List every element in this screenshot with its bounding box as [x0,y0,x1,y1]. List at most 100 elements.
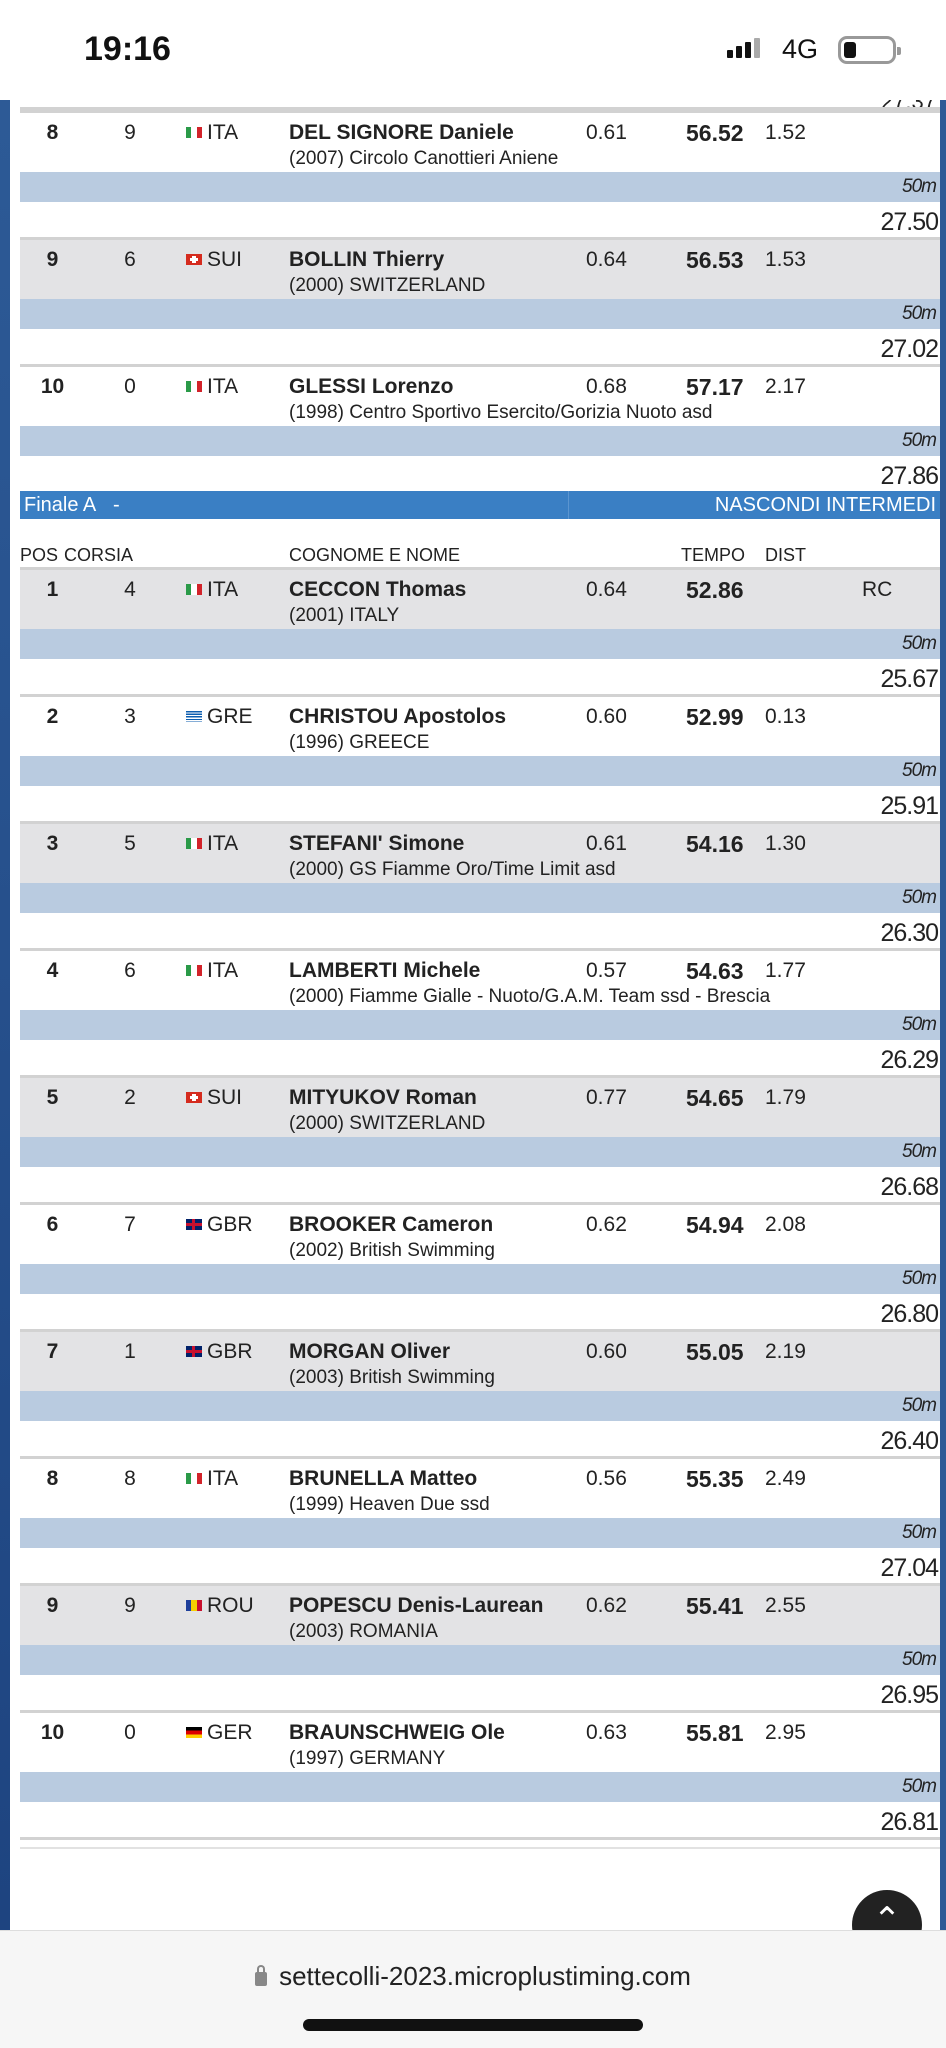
athlete-club: (2003) British Swimming [289,1367,495,1388]
table-row[interactable]: 8 8 ITA BRUNELLA Matteo (1999) Heaven Due ss… [20,1456,940,1583]
nation: GRE [207,705,253,728]
gap: 2.08 [765,1213,806,1236]
table-end [20,1837,940,1849]
nation: GBR [207,1213,253,1236]
status-bar: 19:16 4G [0,0,946,100]
athlete-name[interactable]: BROOKER Cameron [289,1213,494,1236]
athlete-name[interactable]: CHRISTOU Apostolos [289,705,507,728]
gap: 2.17 [765,375,806,398]
athlete-row: 9 9 ROU POPESCU Denis-Laurean (2003) ROMANIA… [20,1583,940,1645]
split-label: 50m [20,1391,940,1421]
athlete-name[interactable]: BRAUNSCHWEIG Ole [289,1721,505,1744]
athlete-name[interactable]: MORGAN Oliver [289,1340,451,1363]
position: 10 [40,375,65,398]
reaction-time: 0.57 [586,959,627,982]
nation: ITA [207,578,239,601]
athlete-row: 6 7 GBR BROOKER Cameron (2002) British Swimm… [20,1202,940,1264]
athlete-name[interactable]: STEFANI' Simone [289,832,465,855]
gap: 2.49 [765,1467,806,1490]
reaction-time: 0.60 [586,1340,627,1363]
gap: 1.52 [765,121,806,144]
position: 1 [46,578,59,601]
athlete-name[interactable]: CECCON Thomas [289,578,467,601]
athlete-name[interactable]: BRUNELLA Matteo [289,1467,478,1490]
hide-splits-button[interactable]: NASCONDI INTERMEDI [714,494,936,516]
athlete-name[interactable]: POPESCU Denis-Laurean [289,1594,544,1617]
table-row[interactable]: 10 0 GER BRAUNSCHWEIG Ole (1997) GERMANY 0.63… [20,1710,940,1837]
reaction-time: 0.62 [586,1213,627,1236]
position: 5 [46,1086,59,1109]
table-row[interactable]: 8 9 ITA DEL SIGNORE Daniele (2007) Circolo C… [20,110,940,237]
reaction-time: 0.77 [586,1086,627,1109]
battery-icon [838,36,901,64]
final-time: 52.99 [686,704,744,730]
final-header: Finale A - NASCONDI INTERMEDI [20,491,940,519]
split-time: 26.81 [880,1808,939,1836]
athlete-club: (1998) Centro Sportivo Esercito/Gorizia … [289,402,713,423]
split-time: 27.04 [880,1554,939,1582]
flag-ita-icon [186,838,202,849]
table-row[interactable]: 9 9 ROU POPESCU Denis-Laurean (2003) ROMANIA… [20,1583,940,1710]
split-time: 27.86 [880,462,939,490]
athlete-name[interactable]: MITYUKOV Roman [289,1086,477,1109]
lane: 9 [124,121,136,144]
header-divider [568,491,569,519]
athlete-club: (1997) GERMANY [289,1748,446,1769]
athlete-row: 8 8 ITA BRUNELLA Matteo (1999) Heaven Due ss… [20,1456,940,1518]
col-lane: CORSIA [64,545,134,565]
athlete-row: 3 5 ITA STEFANI' Simone (2000) GS Fiamme Oro… [20,821,940,883]
lane: 2 [124,1086,136,1109]
flag-ita-icon [186,584,202,595]
table-row[interactable]: 10 0 ITA GLESSI Lorenzo (1998) Centro Sporti… [20,364,940,491]
semifinal-rows: 8 9 ITA DEL SIGNORE Daniele (2007) Circolo C… [20,110,940,491]
flag-sui-icon [186,1092,202,1103]
table-row[interactable]: 3 5 ITA STEFANI' Simone (2000) GS Fiamme Oro… [20,821,940,948]
split-time: 26.68 [880,1173,939,1201]
table-row[interactable]: 2 3 GRE CHRISTOU Apostolos (1996) GREECE 0.60… [20,694,940,821]
table-row[interactable]: 4 6 ITA LAMBERTI Michele (2000) Fiamme Giall… [20,948,940,1075]
split-label: 50m [20,426,940,456]
flag-ita-icon [186,381,202,392]
split-time: 26.40 [880,1427,939,1455]
browser-bar: settecolli-2023.microplustiming.com [0,1930,946,2048]
athlete-row: 4 6 ITA LAMBERTI Michele (2000) Fiamme Giall… [20,948,940,1010]
athlete-name[interactable]: LAMBERTI Michele [289,959,481,982]
split-label: 50m [20,299,940,329]
athlete-club: (2007) Circolo Canottieri Aniene [289,148,559,169]
final-time: 54.94 [686,1212,744,1238]
nation: GER [207,1721,253,1744]
nation: SUI [207,248,243,271]
position: 4 [46,959,59,982]
flag-gbr-icon [186,1346,202,1357]
col-time: TEMPO [681,545,746,565]
table-row[interactable]: 5 2 SUI MITYUKOV Roman (2000) SWITZERLAND 0.7… [20,1075,940,1202]
col-dist: DIST [765,545,807,565]
athlete-club: (2002) British Swimming [289,1240,495,1261]
athlete-name[interactable]: BOLLIN Thierry [289,248,445,271]
lane: 6 [124,959,136,982]
page-background-right [940,100,946,1930]
reaction-time: 0.61 [586,832,627,855]
split-time: 26.29 [880,1046,939,1074]
table-row[interactable]: 9 6 SUI BOLLIN Thierry (2000) SWITZERLAND 0.6… [20,237,940,364]
split-label: 50m [20,1518,940,1548]
reaction-time: 0.61 [586,121,627,144]
position: 3 [46,832,59,855]
athlete-row: 2 3 GRE CHRISTOU Apostolos (1996) GREECE 0.60… [20,694,940,756]
table-row[interactable]: 6 7 GBR BROOKER Cameron (2002) British Swimm… [20,1202,940,1329]
nation: ITA [207,121,239,144]
position: 10 [40,1721,65,1744]
gap: 1.79 [765,1086,806,1109]
split-time: 26.95 [880,1681,939,1709]
table-row[interactable]: 7 1 GBR MORGAN Oliver (2003) British Swimmin… [20,1329,940,1456]
athlete-name[interactable]: GLESSI Lorenzo [289,375,454,398]
table-row[interactable]: 1 4 ITA CECCON Thomas (2001) ITALY 0.64 52.86 R… [20,567,940,694]
split-time: 25.91 [880,792,939,820]
flag-ger-icon [186,1727,202,1738]
address-bar[interactable]: settecolli-2023.microplustiming.com [0,1961,946,1992]
flag-gre-icon [186,711,202,722]
athlete-name[interactable]: DEL SIGNORE Daniele [289,121,514,144]
clock: 19:16 [84,30,171,68]
home-indicator[interactable] [303,2019,643,2031]
lane: 1 [124,1340,136,1363]
